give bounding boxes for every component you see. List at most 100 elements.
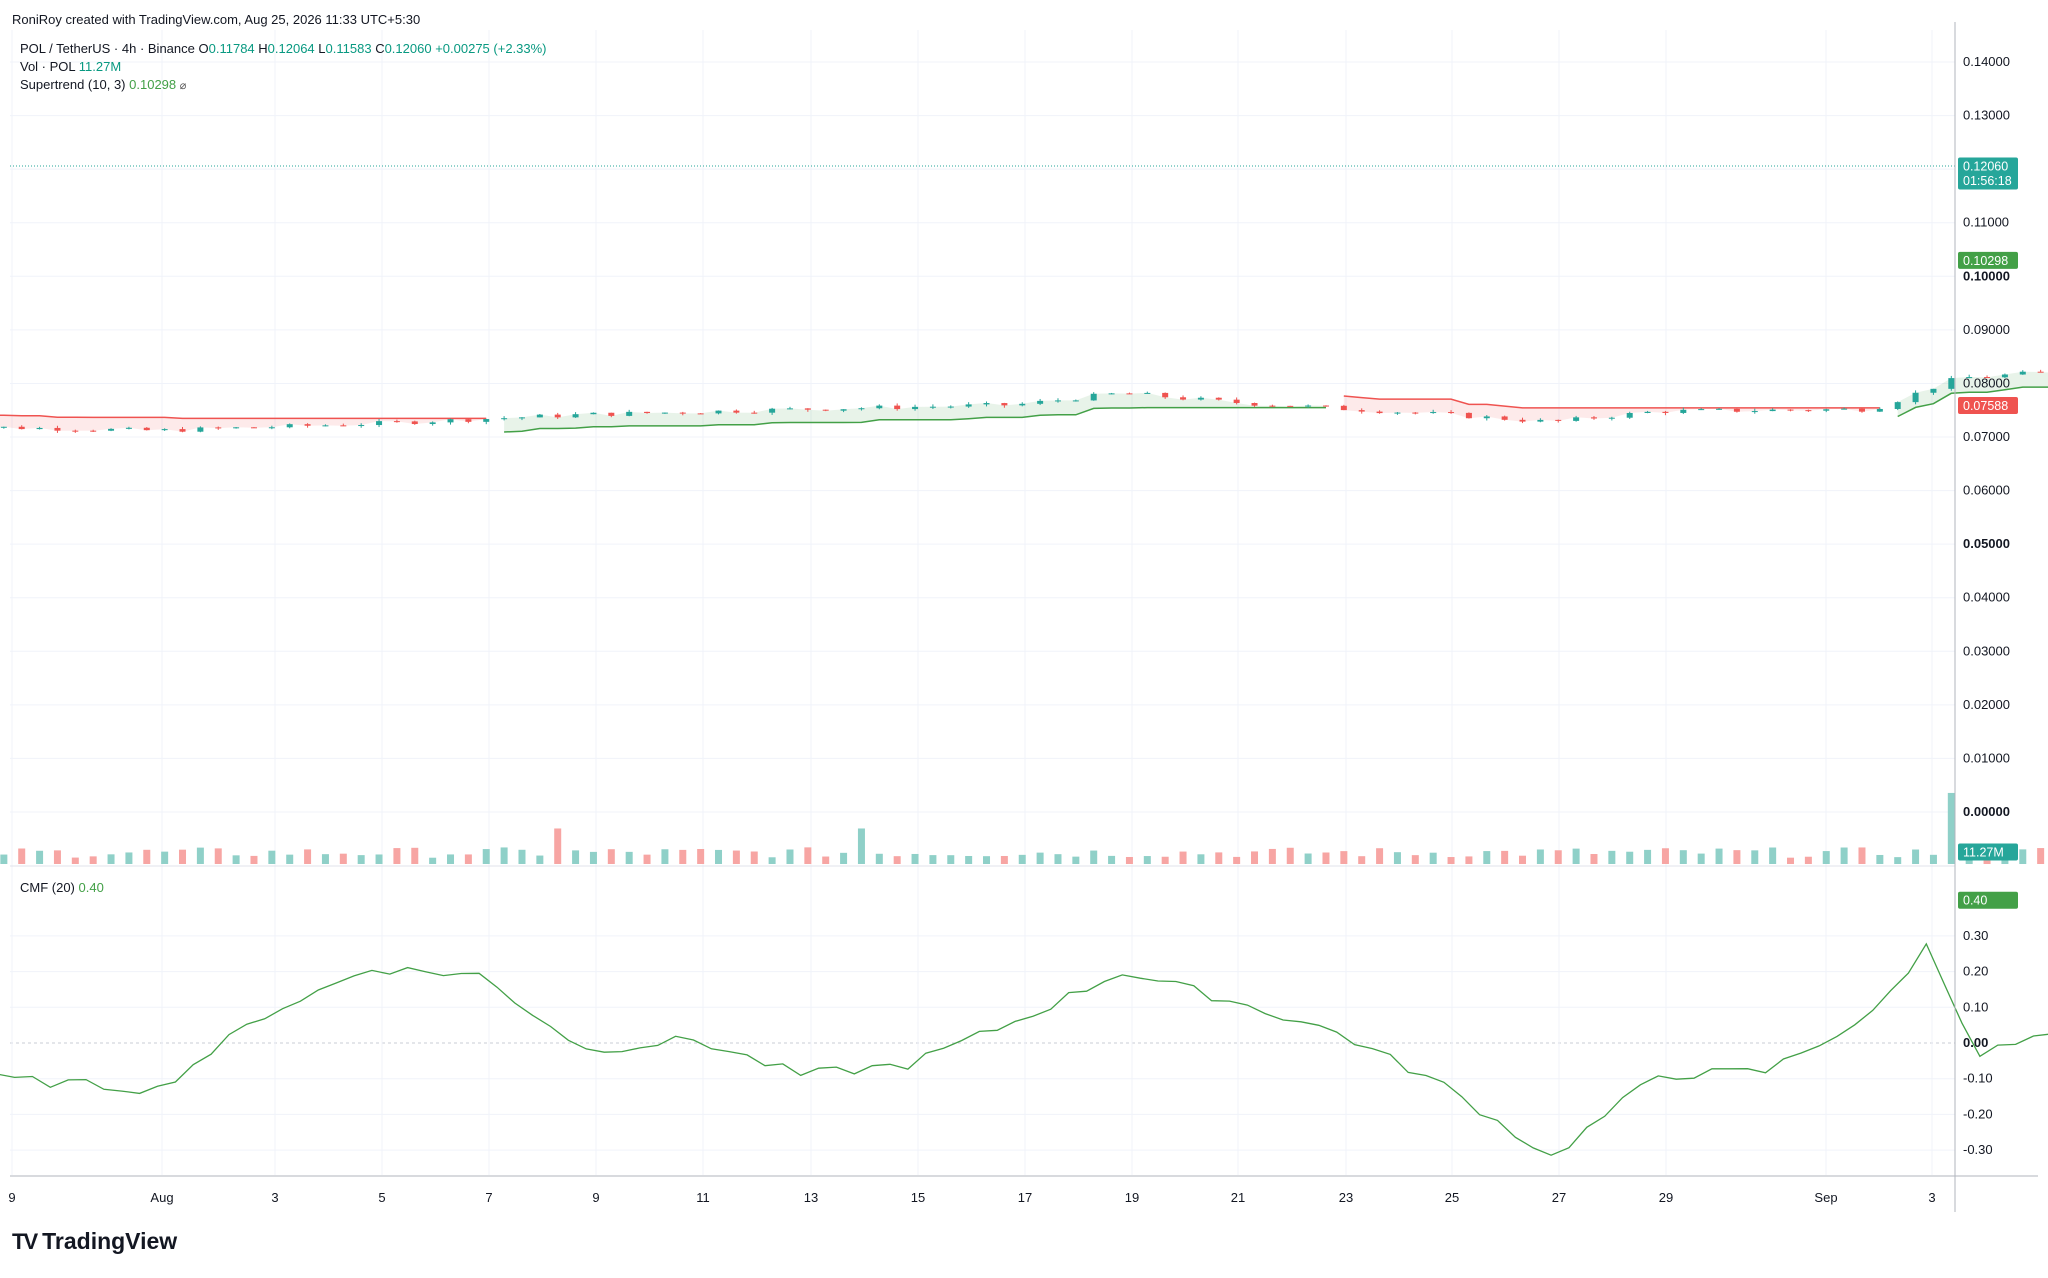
volume-bar — [411, 847, 419, 864]
candle-body — [268, 427, 275, 429]
candle-body — [393, 421, 400, 423]
volume-bar — [1429, 852, 1437, 864]
candle-body — [340, 425, 347, 427]
cmf-tick-label: -0.20 — [1963, 1106, 1993, 1121]
candle-body — [1537, 419, 1544, 422]
volume-bar — [357, 855, 365, 864]
volume-bar — [393, 848, 401, 864]
volume-bar — [1197, 854, 1205, 864]
candle-body — [644, 411, 651, 414]
time-tick-label: 9 — [592, 1190, 599, 1205]
volume-bar — [1411, 855, 1419, 864]
volume-bar — [1697, 853, 1705, 864]
candle-body — [1966, 377, 1973, 379]
cmf-tick-label: 0.30 — [1963, 928, 1988, 943]
price-tag-countdown: 01:56:18 — [1963, 174, 2012, 188]
volume-bar — [286, 854, 294, 864]
symbol-legend[interactable]: POL / TetherUS · 4h · Binance O0.11784 H… — [20, 40, 547, 58]
volume-bar — [1108, 855, 1116, 864]
low-value: 0.11583 — [325, 41, 372, 56]
candle-body — [1555, 419, 1562, 421]
volume-bar — [1894, 857, 1902, 864]
candle-body — [894, 405, 901, 410]
candle-body — [376, 421, 383, 426]
volume-bar — [1858, 847, 1866, 864]
volume-bar — [911, 853, 919, 864]
candle-body — [1501, 416, 1508, 420]
candle-body — [912, 406, 919, 410]
candle-body — [733, 410, 740, 413]
time-tick-label: 13 — [804, 1190, 818, 1205]
candle-body — [608, 412, 615, 416]
candle-body — [1805, 410, 1812, 412]
volume-legend[interactable]: Vol · POL 11.27M — [20, 58, 121, 76]
volume-bar — [1090, 850, 1098, 864]
candle-body — [1215, 397, 1222, 400]
volume-bar — [214, 848, 222, 864]
candle-body — [143, 427, 150, 431]
candle-body — [1340, 405, 1347, 411]
candle-body — [215, 427, 222, 429]
supertrend-line — [1897, 386, 2048, 418]
volume-bar — [1393, 852, 1401, 864]
price-tick-label: 0.10000 — [1963, 268, 2010, 283]
volume-bar — [375, 854, 383, 864]
volume-bar — [1929, 854, 1937, 864]
candle-body — [1858, 408, 1865, 412]
volume-tag-bg — [1958, 843, 2018, 861]
candle-body — [1251, 403, 1258, 406]
candle-layer — [0, 369, 2044, 433]
candle-body — [54, 427, 61, 431]
volume-label: Vol · POL — [20, 59, 76, 74]
candle-body — [1769, 409, 1776, 412]
volume-bar — [447, 854, 455, 864]
candle-body — [769, 408, 776, 413]
volume-bar — [1769, 847, 1777, 864]
candle-body — [554, 414, 561, 418]
eye-off-icon[interactable]: ⌀ — [179, 80, 187, 92]
volume-bar — [339, 853, 347, 864]
high-label: H — [258, 41, 268, 56]
volume-bar — [1268, 848, 1276, 864]
price-tick-label: 0.06000 — [1963, 483, 2010, 498]
volume-bar — [464, 854, 472, 864]
price-tick-label: 0.05000 — [1963, 536, 2010, 551]
candle-body — [1716, 408, 1723, 410]
candle-body — [197, 427, 204, 432]
time-tick-label: Sep — [1814, 1190, 1837, 1205]
tradingview-logo[interactable]: TV TradingView — [12, 1228, 177, 1255]
candle-body — [1608, 417, 1615, 419]
volume-layer — [0, 792, 2045, 864]
candle-body — [518, 417, 525, 419]
candle-body — [1269, 405, 1276, 407]
price-tick-label: 0.14000 — [1963, 54, 2010, 69]
candle-body — [36, 427, 43, 430]
candle-body — [1644, 411, 1651, 413]
volume-bar — [965, 855, 973, 864]
supertrend-value: 0.10298 — [129, 77, 177, 92]
candle-body — [18, 426, 25, 430]
volume-bar — [1536, 849, 1544, 864]
candle-body — [983, 403, 990, 405]
time-tick-label: 29 — [1659, 1190, 1673, 1205]
volume-bar — [1644, 849, 1652, 864]
time-tick-label: 5 — [378, 1190, 385, 1205]
candle-body — [1376, 411, 1383, 414]
symbol-name[interactable]: POL / TetherUS · 4h · Binance — [20, 41, 195, 56]
time-tick-label: 25 — [1445, 1190, 1459, 1205]
volume-bar — [1143, 856, 1151, 864]
volume-bar — [125, 852, 133, 864]
volume-bar — [179, 849, 187, 864]
candle-body — [1305, 405, 1312, 407]
candle-body — [1823, 409, 1830, 411]
cmf-legend[interactable]: CMF (20) 0.40 — [20, 879, 104, 897]
candle-body — [322, 425, 329, 427]
volume-bar — [250, 855, 258, 864]
candle-body — [483, 419, 490, 422]
supertrend-legend[interactable]: Supertrend (10, 3) 0.10298 ⌀ — [20, 76, 186, 95]
candle-body — [161, 429, 168, 431]
time-tick-label: 23 — [1339, 1190, 1353, 1205]
volume-bar — [857, 828, 865, 864]
candle-body — [590, 412, 597, 415]
